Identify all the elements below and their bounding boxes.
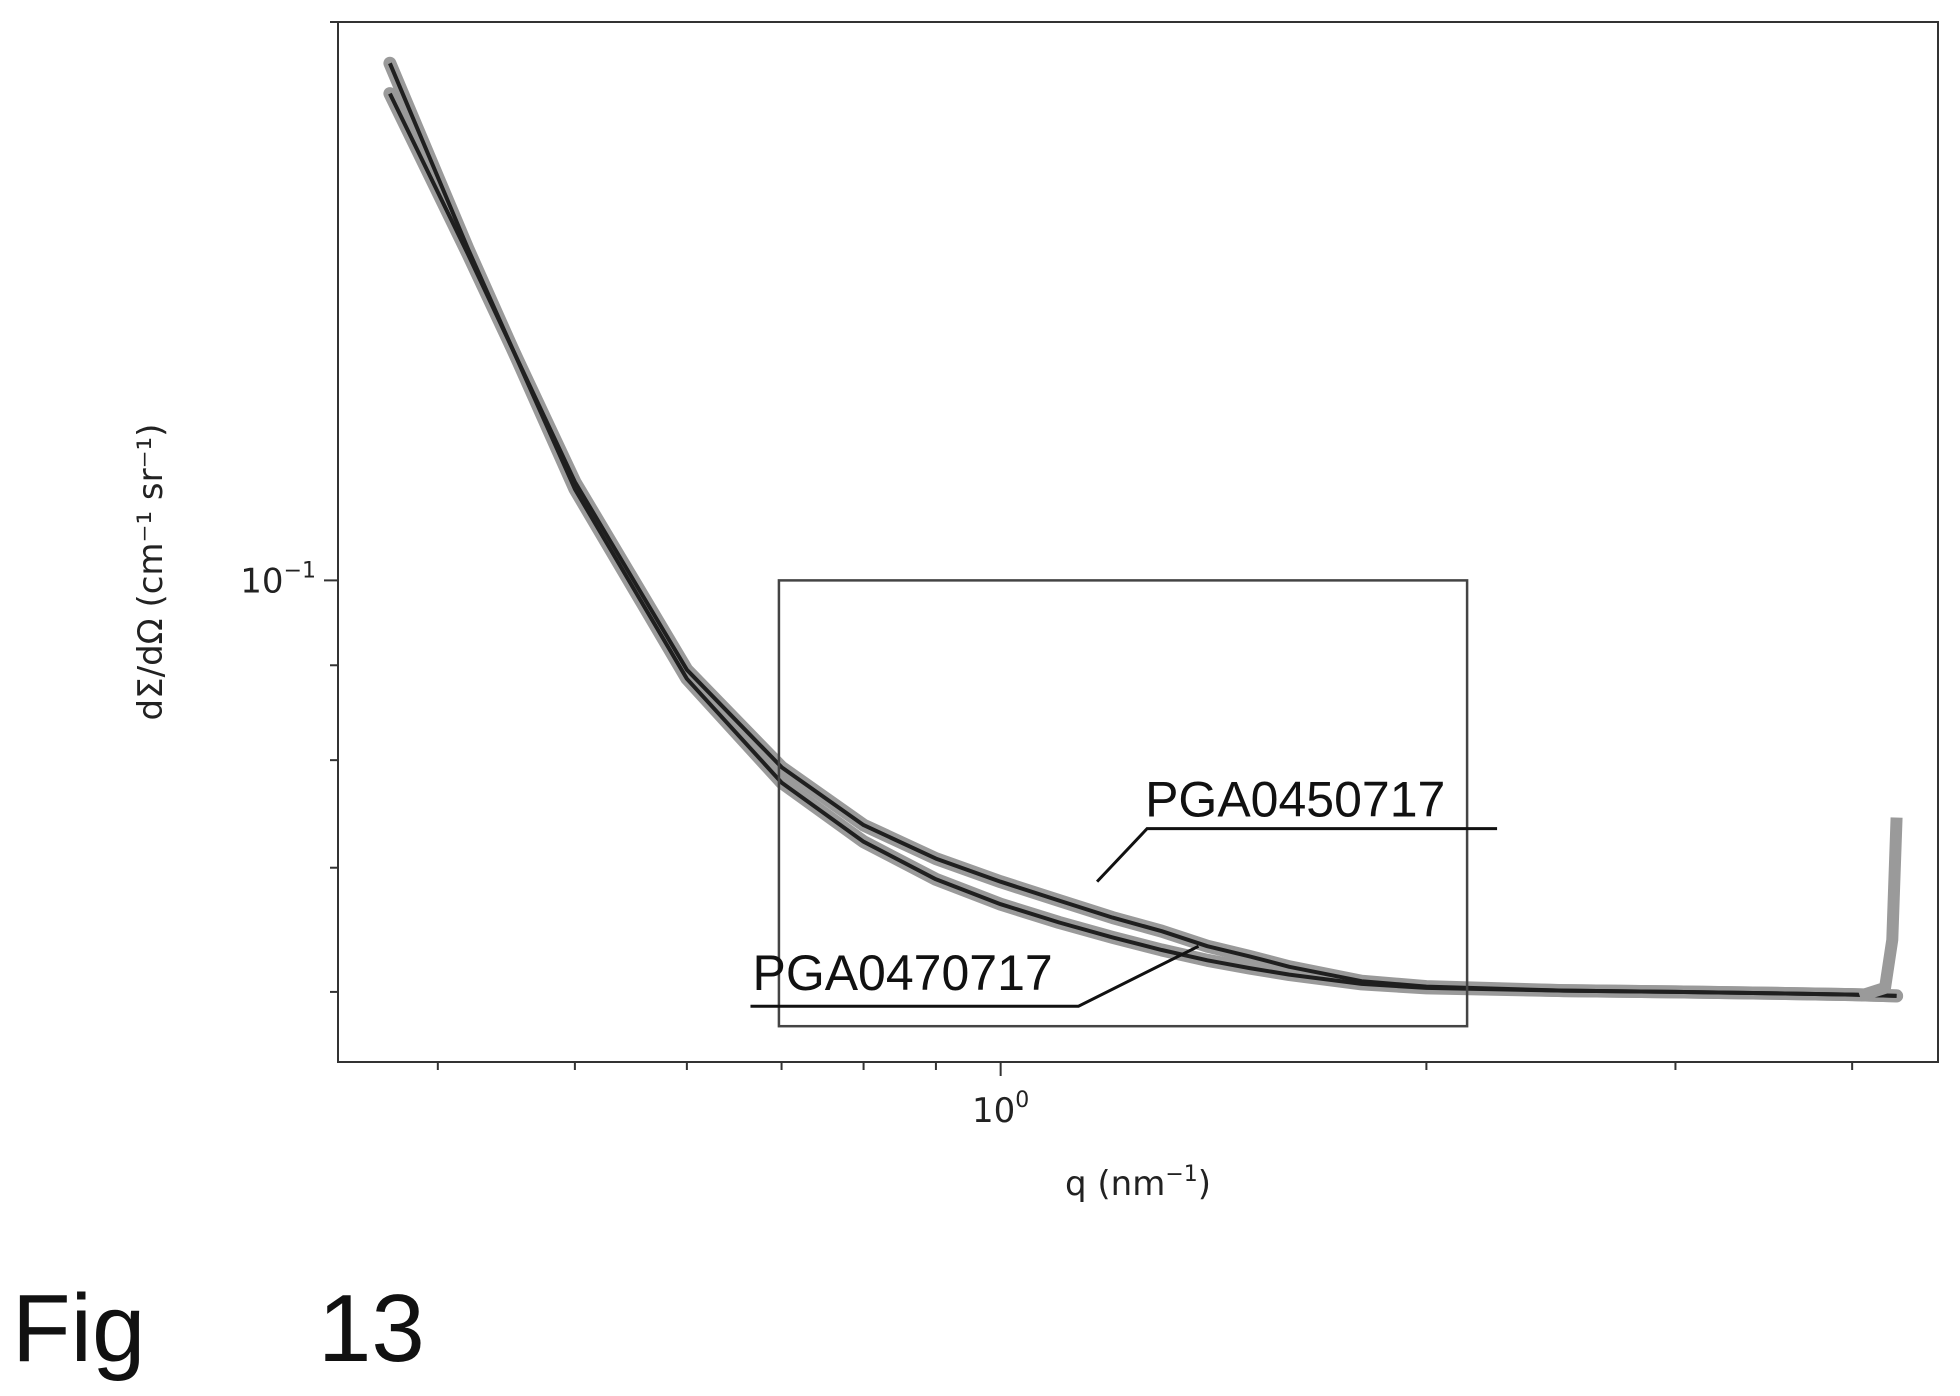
series-data-band-1 (383, 87, 1904, 1003)
axis-ticks (324, 21, 1854, 1076)
figure-label-number: 13 (318, 1275, 425, 1382)
annotation-leader-2 (750, 944, 1200, 1008)
annotation-layer: PGA0450717 PGA0470717 (750, 772, 1498, 1008)
annotation-label-2: PGA0470717 (752, 945, 1052, 1001)
data-curves (383, 56, 1904, 1003)
x-tick-label: 100 (972, 1088, 1029, 1131)
high-q-upturn (1857, 817, 1903, 1002)
y-axis-label: dΣ/dΩ (cm⁻¹ sr⁻¹) (131, 424, 171, 721)
series-fit-line-2 (388, 62, 1897, 998)
highlight-box (777, 579, 1469, 1028)
highlight-box-layer (777, 579, 1469, 1028)
series-data-band-2 (383, 56, 1904, 1003)
y-tick-label: 10−1 (240, 558, 316, 601)
tick-labels: 100 10−1 (240, 558, 1029, 1131)
plot-frame (337, 21, 1939, 1063)
figure-label-prefix: Fig (12, 1275, 145, 1382)
annotation-leader-1 (1095, 827, 1498, 883)
x-axis-label: q (nm−1) (1065, 1162, 1211, 1204)
annotation-label-1: PGA0450717 (1145, 772, 1445, 828)
